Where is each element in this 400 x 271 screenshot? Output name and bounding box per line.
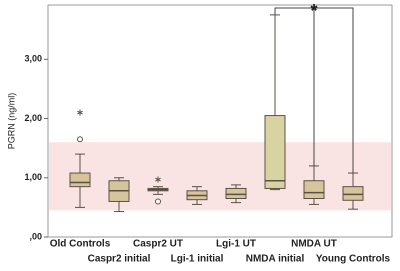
box — [303, 180, 325, 200]
x-tick-label: Caspr2 UT — [133, 239, 183, 250]
reference-band — [49, 142, 391, 211]
x-tick-label: Caspr2 initial — [88, 254, 151, 265]
significance-bracket — [274, 7, 354, 174]
x-tick-label: NMDA UT — [291, 239, 337, 250]
outlier — [77, 109, 83, 116]
outlier — [77, 136, 83, 143]
y-tick-label: 1,00 — [24, 172, 42, 182]
box — [69, 172, 91, 188]
x-tick-label: Lgi-1 UT — [216, 239, 256, 250]
box — [264, 115, 286, 189]
x-tick-label: Young Controls — [316, 254, 391, 265]
outlier — [155, 176, 161, 183]
y-tick-label: 3,00 — [24, 54, 42, 64]
box — [342, 186, 364, 201]
x-tick-label: NMDA initial — [246, 254, 305, 265]
y-tick-label: 2,00 — [24, 113, 42, 123]
x-tick-label: Lgi-1 initial — [171, 254, 224, 265]
significance-mark: * — [310, 1, 317, 21]
box — [225, 187, 247, 200]
y-axis-label: PGRN (ng/ml) — [6, 93, 16, 150]
x-tick-label: Old Controls — [50, 239, 111, 250]
y-tick-label: ,00 — [29, 231, 42, 241]
outlier — [155, 198, 161, 205]
